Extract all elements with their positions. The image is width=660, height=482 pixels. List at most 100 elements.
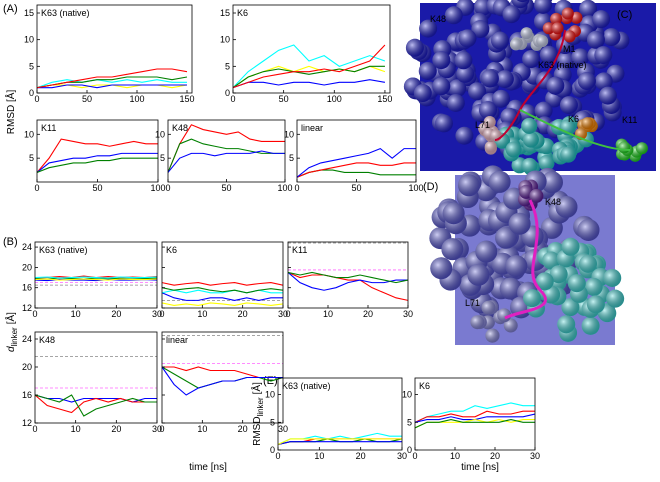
atom-shade [579,0,598,18]
atom-shade [594,72,613,91]
data-line [35,394,157,414]
atom-shade [534,0,553,14]
atom-shade [511,0,530,9]
x-axis-label: time [ns] [189,462,227,473]
data-line [37,152,158,173]
y-tick-label: 10 [24,129,34,139]
structure-image-c: K48 M1 K63 (native) K6 L71 K11 [403,0,656,177]
atom-shade [561,237,580,256]
atom-shade [560,146,577,163]
y-axis-label: RMSD [Å] [4,90,17,135]
structure-label: K48 [430,14,446,24]
atom-shade [455,126,474,145]
panel-title: K63 (native) [41,8,90,18]
x-tick-label: 30 [278,309,288,319]
x-tick-label: 30 [403,309,413,319]
y-tick-label: 5 [289,153,294,163]
plot-area [415,402,535,429]
y-tick-label: 10 [220,35,230,45]
x-tick-label: 10 [197,309,207,319]
plot-area [288,242,408,301]
y-tick-label: 5 [407,417,412,427]
plot-area [35,275,157,286]
atom-shade [522,131,539,148]
panel-title: K11 [41,123,56,133]
x-tick-label: 20 [238,424,248,434]
atom-shade [561,7,574,20]
atom-shade [495,70,514,89]
data-line [162,366,283,396]
atom-shade [581,117,594,130]
plot-frame [287,241,409,309]
atom-shade [522,50,541,69]
atom-shade [534,101,553,120]
y-axis-label: dlinker [Å] [4,312,19,352]
atom-shade [432,77,451,96]
x-tick-label: 0 [34,94,39,104]
atom-shade [516,0,529,3]
data-line [162,287,283,294]
panel-label: (B) [3,236,18,248]
atom-shade [435,114,454,133]
x-tick-label: 100 [327,94,342,104]
atom-shade [581,316,600,335]
x-tick-label: 150 [179,94,194,104]
plot-area [35,356,157,417]
plot-area [233,44,386,89]
atom-shade [454,51,473,70]
y-tick-label: 15 [220,8,230,18]
data-line [168,138,285,173]
atom-shade [521,117,538,134]
atom-shade [603,268,622,287]
structure-label: L71 [475,120,490,130]
y-tick-label: 0 [270,445,275,455]
atom-shade [555,195,578,218]
panel-label: (A) [3,3,18,15]
atom-shade [571,48,590,67]
y-tick-label: 24 [22,334,32,344]
y-tick-label: 10 [402,390,412,400]
x-tick-label: 0 [412,451,417,461]
atom-shade [442,202,465,225]
atom-shade [539,45,558,64]
x-tick-label: 100 [150,183,165,193]
panel-title: K6 [166,245,177,255]
data-line [162,302,283,307]
atom-shade [536,35,549,48]
x-tick-label: 100 [277,183,292,193]
plot-frame [34,241,158,309]
data-line [162,282,283,286]
y-tick-label: 15 [24,8,34,18]
atom-shade [521,157,538,174]
atom-shade [481,300,496,315]
atom-shade [505,255,528,278]
x-tick-label: 50 [351,183,361,193]
atom-shade [444,6,463,25]
atom-shade [456,64,475,83]
atom-shade [606,289,625,308]
atom-shade [430,257,453,280]
x-tick-label: 10 [197,424,207,434]
atom-shade [561,298,580,317]
atom-shade [448,79,467,98]
atom-shade [502,5,521,24]
y-tick-label: 16 [22,283,32,293]
data-line [162,292,283,301]
data-line [415,402,535,423]
atom-shade [557,315,576,334]
x-tick-label: 0 [275,451,280,461]
x-tick-label: 100 [129,94,144,104]
x-tick-label: 50 [82,94,92,104]
atom-shade [495,226,518,249]
atom-shade [542,251,561,270]
panel-title: K48 [39,335,55,345]
panel-title: K48 [172,123,188,133]
data-line [37,84,187,89]
data-line [297,147,416,178]
plot-frame [36,4,193,94]
panel-label: (C) [617,9,632,21]
x-tick-label: 10 [450,451,460,461]
atom-shade [594,46,613,65]
x-tick-label: 150 [377,94,392,104]
data-line [35,276,157,279]
